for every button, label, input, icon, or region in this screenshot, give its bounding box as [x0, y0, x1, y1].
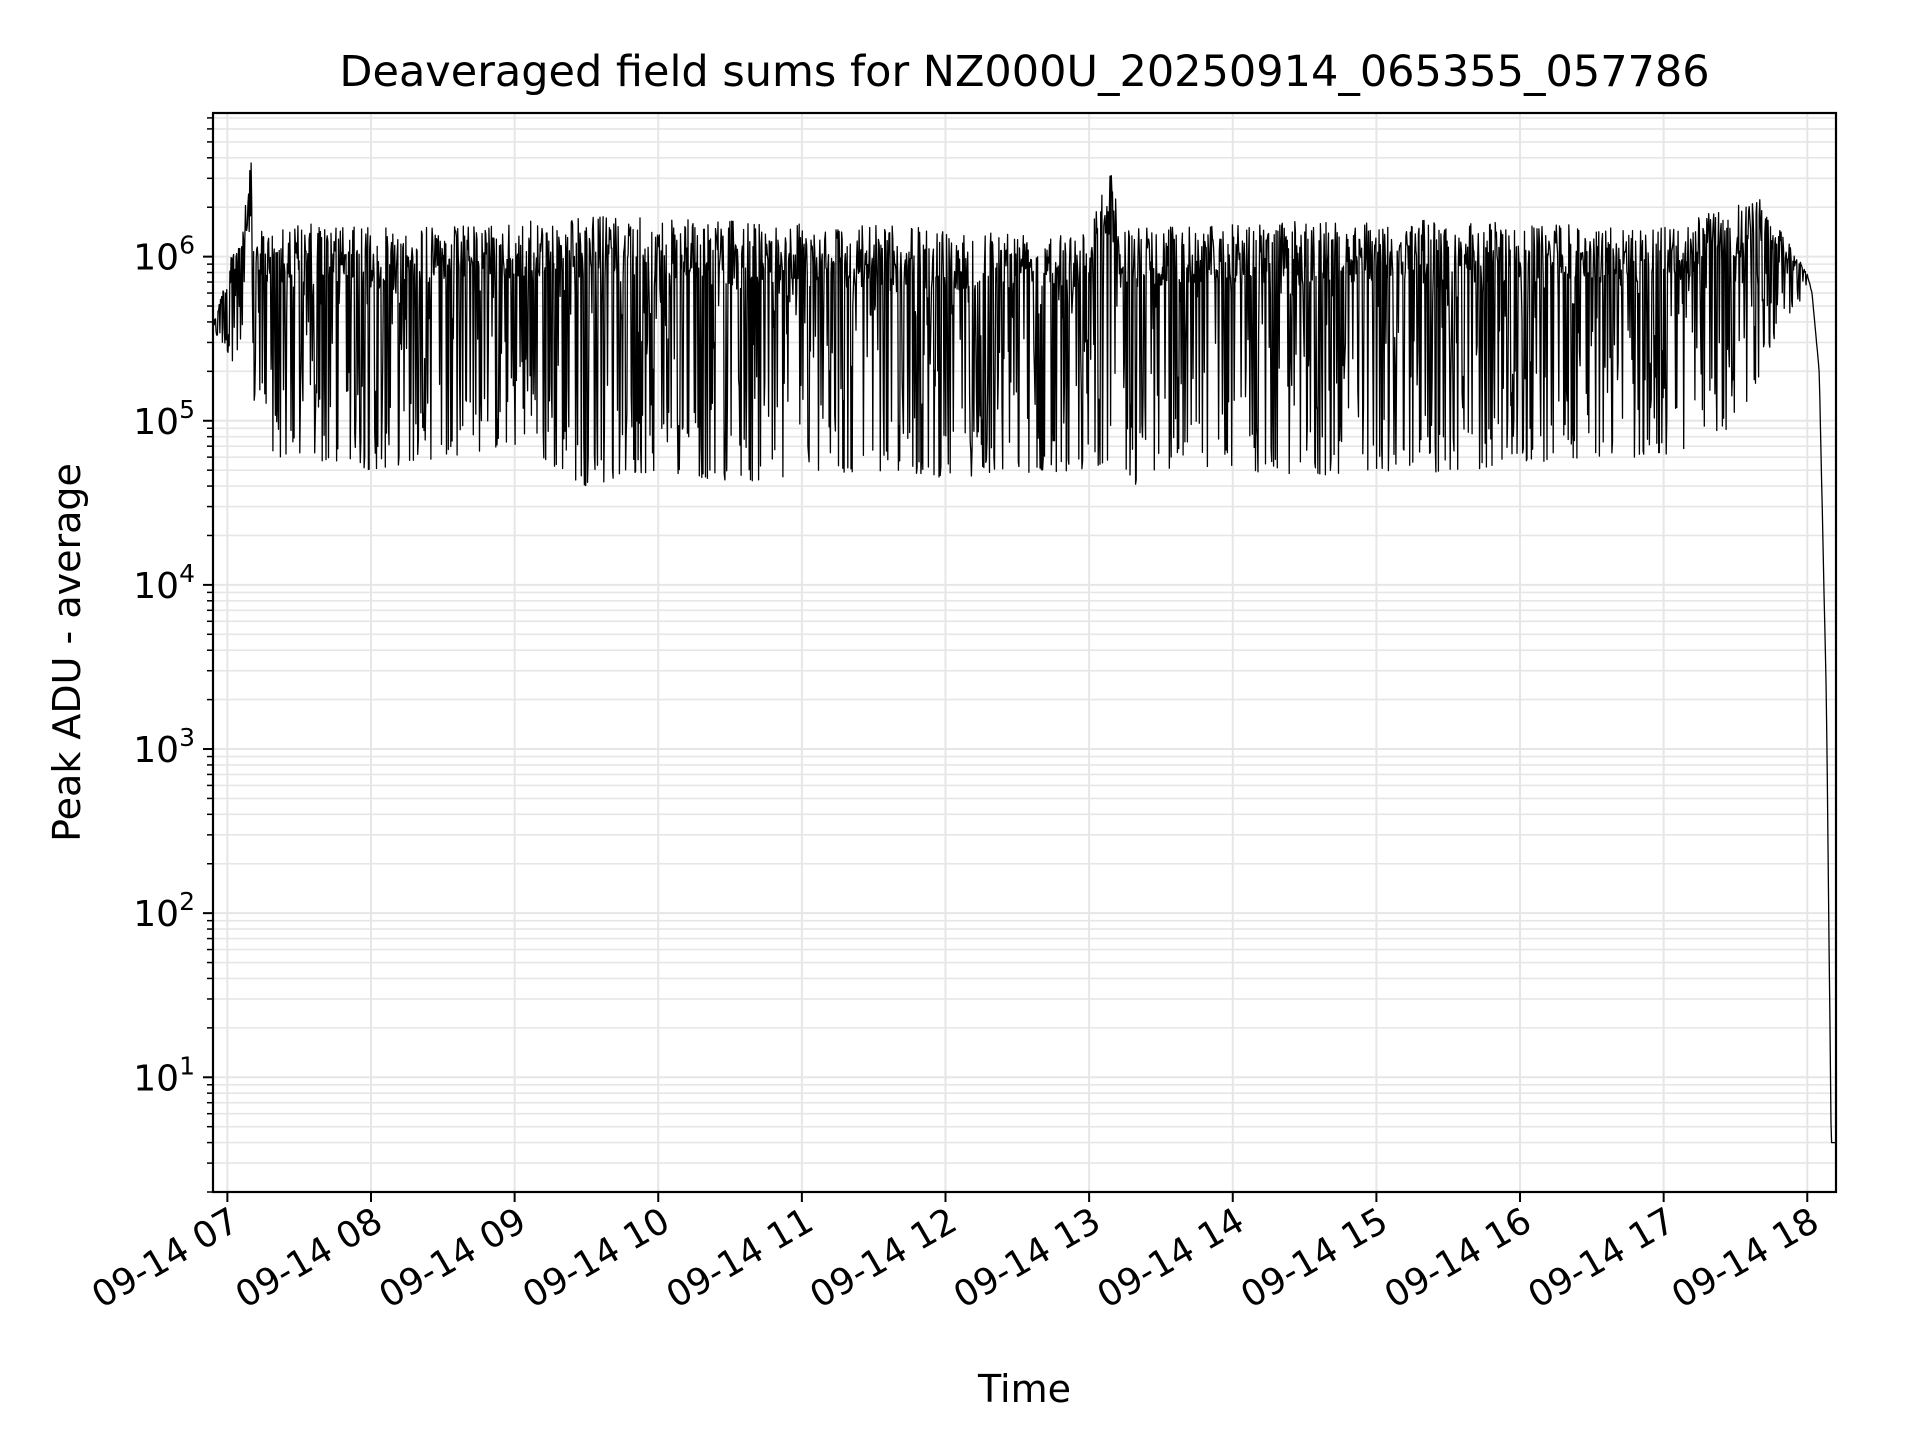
y-tick-label: 105	[133, 395, 195, 443]
y-tick-label: 106	[133, 231, 195, 279]
chart-title: Deaveraged field sums for NZ000U_2025091…	[339, 47, 1709, 97]
y-axis-ticks: 101 102 103 104 105 106	[133, 117, 213, 1193]
x-axis-label: Time	[977, 1367, 1071, 1411]
y-tick-label: 102	[133, 887, 195, 935]
y-tick-label: 101	[133, 1051, 195, 1099]
axes	[211, 111, 1838, 1194]
y-tick-label: 104	[133, 559, 195, 607]
grid	[213, 113, 1836, 1193]
y-tick-label: 103	[133, 723, 195, 771]
series-layer	[212, 162, 1837, 1144]
plot-frame	[211, 111, 1838, 1194]
series-line	[212, 162, 1837, 1144]
y-axis-label: Peak ADU - average	[45, 463, 89, 842]
